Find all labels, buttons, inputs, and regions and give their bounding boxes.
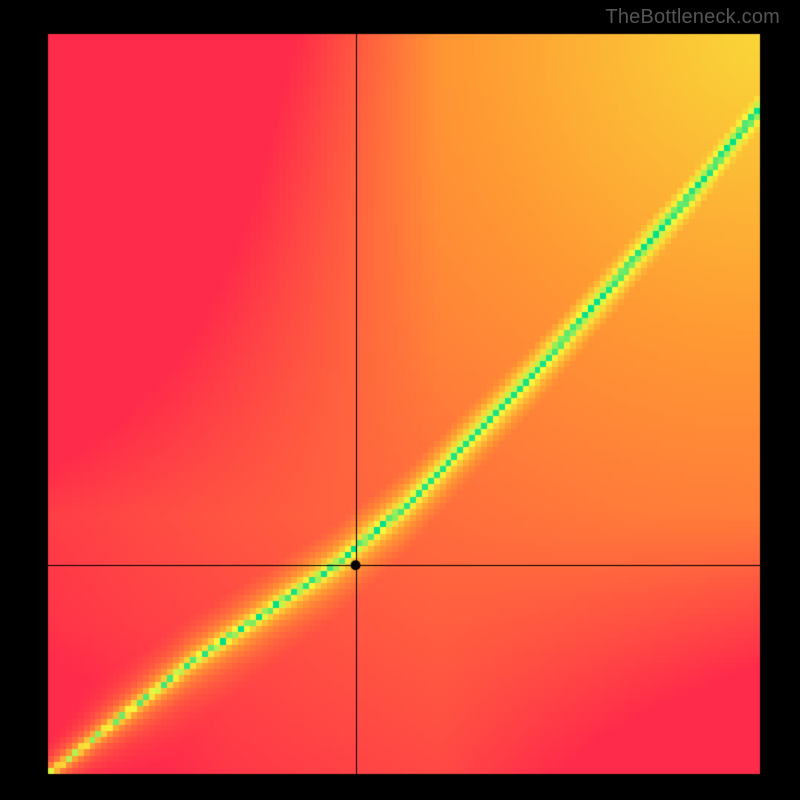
watermark-text: TheBottleneck.com <box>605 6 780 29</box>
bottleneck-heatmap-canvas <box>0 0 800 800</box>
chart-container: TheBottleneck.com <box>0 0 800 800</box>
